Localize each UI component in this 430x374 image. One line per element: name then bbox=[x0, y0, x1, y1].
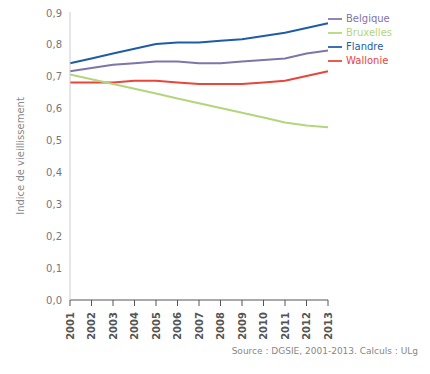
svg-text:0,7: 0,7 bbox=[46, 71, 62, 82]
html-text:Bruxelles: Bruxelles bbox=[346, 27, 392, 38]
svg-text:0,9: 0,9 bbox=[46, 8, 62, 19]
svg-text:2012: 2012 bbox=[301, 312, 312, 340]
svg-text:0,5: 0,5 bbox=[46, 135, 62, 146]
svg-text:2002: 2002 bbox=[86, 312, 97, 340]
svg-text:2007: 2007 bbox=[194, 312, 205, 340]
html-text:Wallonie: Wallonie bbox=[346, 55, 389, 66]
svg-text:2009: 2009 bbox=[237, 312, 248, 340]
svg-text:2011: 2011 bbox=[280, 312, 291, 340]
html-text:Flandre: Flandre bbox=[346, 41, 384, 52]
svg-text:2006: 2006 bbox=[172, 312, 183, 340]
svg-text:0,2: 0,2 bbox=[46, 231, 62, 242]
svg-text:0,0: 0,0 bbox=[46, 295, 62, 306]
svg-text:2003: 2003 bbox=[108, 312, 119, 340]
svg-text:0,8: 0,8 bbox=[46, 39, 62, 50]
svg-text:2013: 2013 bbox=[323, 312, 334, 340]
svg-text:2010: 2010 bbox=[258, 312, 269, 340]
svg-text:0,3: 0,3 bbox=[46, 199, 62, 210]
svg-text:2001: 2001 bbox=[65, 312, 76, 340]
svg-text:2008: 2008 bbox=[215, 312, 226, 340]
svg-text:Indice de vieillissement: Indice de vieillissement bbox=[15, 97, 26, 215]
svg-text:0,4: 0,4 bbox=[46, 167, 62, 178]
html-text:Source : DGSIE, 2001-2013. Cal: Source : DGSIE, 2001-2013. Calculs : ULg bbox=[231, 346, 418, 356]
svg-text:0,1: 0,1 bbox=[46, 263, 62, 274]
html-text:Belgique: Belgique bbox=[346, 13, 390, 24]
svg-text:2005: 2005 bbox=[151, 312, 162, 340]
svg-text:2004: 2004 bbox=[129, 312, 140, 340]
svg-text:0,6: 0,6 bbox=[46, 103, 62, 114]
